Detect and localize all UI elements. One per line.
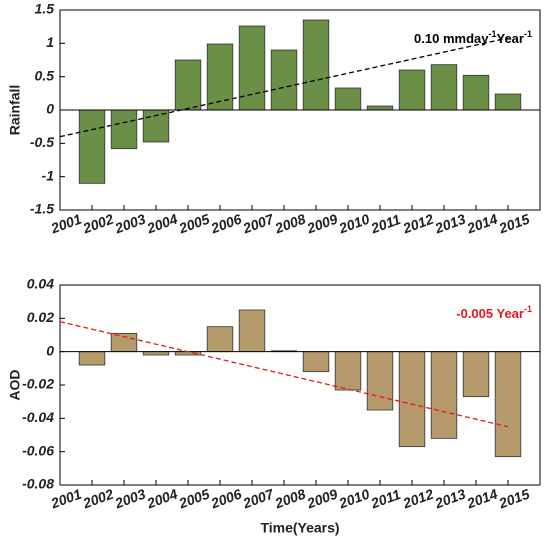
x-tick-label: 2010 — [336, 211, 372, 237]
x-tick-label: 2013 — [432, 211, 468, 237]
bar — [398, 351, 426, 448]
bar — [462, 74, 490, 111]
x-tick-label: 2003 — [112, 211, 148, 237]
x-tick-label: 2009 — [304, 211, 340, 237]
bar — [78, 351, 106, 366]
x-tick-label: 2012 — [400, 486, 436, 512]
x-tick-label: 2011 — [368, 211, 403, 237]
x-tick-label: 2004 — [144, 211, 180, 237]
y-axis-label: Rainfall — [7, 85, 23, 136]
bar — [302, 351, 330, 373]
y-tick-label: -0.02 — [22, 376, 54, 392]
bar — [398, 69, 426, 111]
y-tick-label: 0.04 — [27, 276, 54, 292]
bar — [78, 109, 106, 184]
axes-frame — [59, 9, 541, 211]
trend-label-part: 0.10 mmday — [414, 31, 489, 46]
y-tick-label: 0.5 — [35, 67, 55, 83]
bar — [366, 351, 394, 411]
y-tick-label: -1 — [42, 167, 55, 183]
x-tick-label: 2008 — [272, 211, 308, 237]
trend-label-part: -1 — [524, 304, 532, 314]
x-tick-label: 2003 — [112, 486, 148, 512]
bar — [334, 351, 362, 391]
bar — [430, 64, 458, 111]
y-axis-label: AOD — [7, 369, 23, 400]
bar — [494, 351, 522, 458]
x-tick-label: 2015 — [496, 486, 532, 512]
y-tick-label: -1.5 — [30, 201, 54, 217]
x-tick-label: 2005 — [176, 211, 212, 237]
y-tick-label: -0.06 — [22, 442, 54, 458]
x-axis-label: Time(Years) — [260, 520, 339, 536]
bar — [142, 109, 170, 143]
trend-label-part: -0.005 Year — [456, 306, 524, 321]
bar — [110, 109, 138, 150]
bar — [206, 326, 234, 353]
trend-label: 0.10 mmday-1Year-1 — [414, 29, 532, 46]
x-tick-label: 2014 — [464, 486, 500, 512]
bar — [174, 59, 202, 111]
x-tick-label: 2007 — [240, 210, 277, 236]
y-tick-label: -0.04 — [22, 409, 54, 425]
x-tick-label: 2009 — [304, 486, 340, 512]
trend-label: -0.005 Year-1 — [456, 304, 532, 321]
bar — [238, 25, 266, 111]
bar — [238, 309, 266, 353]
x-tick-label: 2005 — [176, 486, 212, 512]
x-tick-label: 2002 — [80, 211, 116, 237]
x-tick-label: 2004 — [144, 486, 180, 512]
bar — [270, 49, 298, 111]
x-tick-label: 2010 — [336, 486, 372, 512]
x-tick-label: 2014 — [464, 211, 500, 237]
y-tick-label: 1.5 — [35, 1, 55, 17]
y-tick-label: 0 — [46, 101, 54, 117]
y-tick-label: 0 — [46, 342, 54, 358]
y-tick-label: -0.5 — [30, 134, 54, 150]
x-tick-label: 2002 — [80, 486, 116, 512]
x-tick-label: 2012 — [400, 211, 436, 237]
bar — [430, 351, 458, 439]
trend-label-part: -1 — [524, 29, 532, 39]
bar — [462, 351, 490, 398]
x-tick-label: 2006 — [208, 486, 244, 512]
x-tick-label: 2008 — [272, 486, 308, 512]
bar — [494, 93, 522, 111]
y-tick-label: 0.02 — [27, 309, 54, 325]
bar — [302, 19, 330, 111]
x-tick-label: 2007 — [240, 485, 277, 511]
y-tick-label: -0.08 — [22, 476, 54, 492]
axes-frame — [59, 284, 541, 486]
x-tick-label: 2011 — [368, 486, 403, 512]
trend-line — [59, 321, 509, 428]
x-tick-label: 2013 — [432, 486, 468, 512]
trend-line — [59, 37, 509, 138]
trend-label-part: Year — [497, 31, 524, 46]
trend-label-part: -1 — [488, 29, 496, 39]
bar — [334, 87, 362, 111]
bar — [366, 105, 394, 111]
x-tick-label: 2015 — [496, 211, 532, 237]
y-tick-label: 1 — [46, 34, 54, 50]
x-tick-label: 2006 — [208, 211, 244, 237]
